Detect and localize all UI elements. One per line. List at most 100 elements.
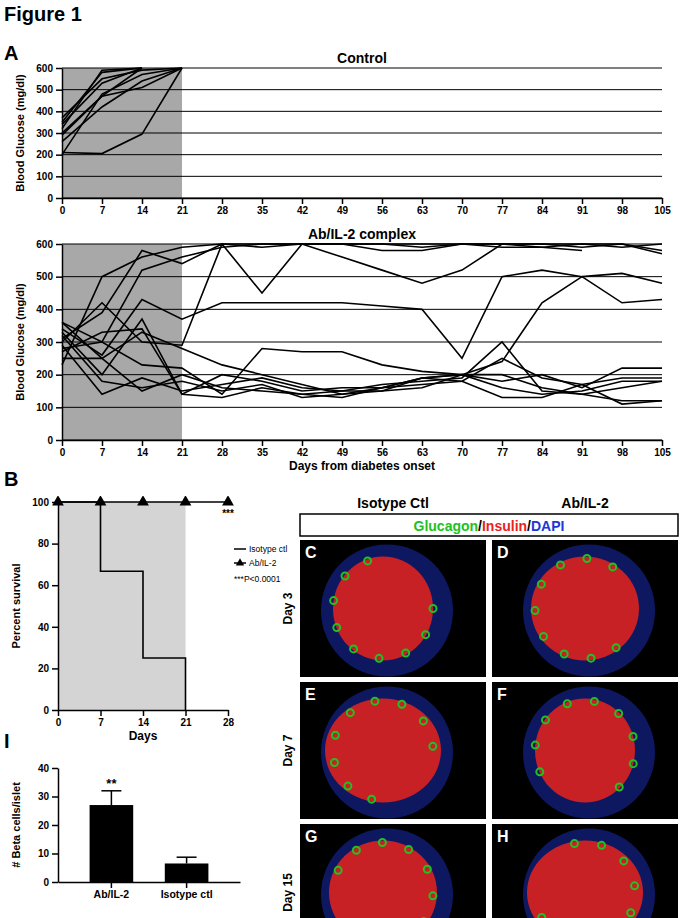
tick-label: 500: [36, 84, 53, 95]
x-axis-title: Days from diabetes onset: [289, 459, 435, 473]
tick: 0: [60, 440, 66, 458]
tick: 300: [36, 128, 62, 139]
tick-label: 200: [36, 369, 53, 380]
tick: 14: [137, 440, 149, 458]
image-background: [492, 824, 678, 918]
legend: Isotype ctlAb/IL-2: [234, 544, 287, 568]
tick: 42: [297, 198, 309, 216]
bar: [90, 805, 134, 882]
panel-label: H: [497, 828, 509, 845]
tick: 500: [36, 84, 62, 95]
glucagon-cell: [630, 733, 637, 740]
grid-line: [62, 407, 662, 408]
series-line: [62, 68, 182, 154]
tick-label: 0: [47, 193, 53, 204]
y-axis-title: Blood Glucose (mg/dl): [14, 283, 26, 401]
marker: [95, 496, 107, 505]
series-line: [62, 68, 142, 129]
chart: 0714212835424956637077849198105010020030…: [14, 226, 671, 473]
x-axis: 0714212835424956637077849198105: [60, 198, 672, 216]
micrograph: [300, 540, 486, 677]
tick: 77: [497, 198, 509, 216]
tick-mark: [228, 710, 230, 716]
image-background: [492, 682, 678, 819]
tick: 49: [337, 440, 349, 458]
series-line: [62, 244, 662, 342]
tick: 63: [417, 198, 429, 216]
stain-legend: Glucagon/Insulin/DAPI: [414, 518, 565, 534]
tick-mark: [52, 853, 58, 855]
nuclei: [321, 687, 453, 819]
tick-mark: [342, 198, 344, 204]
tick: 21: [177, 440, 189, 458]
nuclei: [523, 545, 655, 677]
plot-area: [90, 791, 209, 882]
y-axis-title: Blood Glucose (mg/dl): [14, 74, 26, 192]
nuclei: [523, 829, 655, 918]
row-label: Day 3: [281, 592, 295, 624]
glucagon-cell: [571, 840, 578, 847]
grid-line: [62, 176, 662, 177]
error-cap: [177, 856, 197, 858]
shaded-region: [58, 502, 186, 710]
glucagon-cell: [583, 555, 590, 562]
tick: Ab/IL-2: [94, 882, 130, 900]
tick-label: 400: [36, 304, 53, 315]
legend-marker: [236, 558, 244, 565]
stain-name: Glucagon: [414, 518, 479, 534]
tick-mark: [622, 198, 624, 204]
tick-label: 14: [137, 447, 149, 458]
x-axis: 0714212835424956637077849198105: [60, 440, 672, 458]
tick: 28: [217, 440, 229, 458]
tick-mark: [111, 882, 113, 888]
tick: 100: [36, 171, 62, 182]
tick-mark: [142, 198, 144, 204]
tick-mark: [186, 882, 188, 888]
x-axis: Ab/IL-2Isotype ctl: [59, 882, 241, 900]
y-axis: 020406080100: [32, 497, 58, 716]
glucagon-cell: [538, 914, 545, 918]
islet: [535, 699, 635, 803]
tick: 0: [43, 877, 58, 888]
tick-label: 0: [43, 877, 49, 888]
glucagon-cell: [422, 631, 429, 638]
tick-mark: [52, 882, 58, 884]
chart: 07142128020406080100DaysPercent survival…: [10, 495, 287, 743]
grid-line: [62, 198, 662, 199]
axis-line: [59, 882, 241, 884]
tick-mark: [462, 198, 464, 204]
tick: 100: [36, 402, 62, 413]
tick-label: 100: [36, 402, 53, 413]
tick-mark: [56, 440, 62, 442]
axis-line: [63, 198, 663, 200]
glucagon-cell: [353, 847, 360, 854]
islet: [333, 557, 433, 661]
tick-label: 14: [138, 717, 150, 728]
tick-label: 100: [36, 171, 53, 182]
glucagon-cell: [344, 783, 351, 790]
tick: 0: [43, 705, 58, 716]
panel-label: I: [4, 730, 10, 752]
tick-mark: [52, 825, 58, 827]
glucagon-cell: [350, 645, 357, 652]
legend-line: [234, 548, 246, 550]
tick-label: 40: [38, 763, 50, 774]
tick-mark: [182, 440, 184, 446]
error-line: [186, 857, 188, 863]
error-bar: [177, 857, 197, 863]
micrograph: [492, 824, 678, 918]
grid-line: [62, 89, 662, 90]
tick-label: 63: [417, 447, 429, 458]
tick: 40: [38, 622, 58, 633]
series-line: [62, 244, 582, 345]
tick-mark: [422, 440, 424, 446]
grid-line: [62, 68, 662, 69]
panel-label: B: [4, 468, 18, 490]
glucagon-cell: [335, 867, 342, 874]
tick-mark: [56, 68, 62, 70]
tick: 91: [577, 440, 589, 458]
stain-name: Insulin: [482, 518, 527, 534]
series-line: [62, 68, 182, 142]
grid-line: [62, 309, 662, 310]
tick: 70: [457, 198, 469, 216]
